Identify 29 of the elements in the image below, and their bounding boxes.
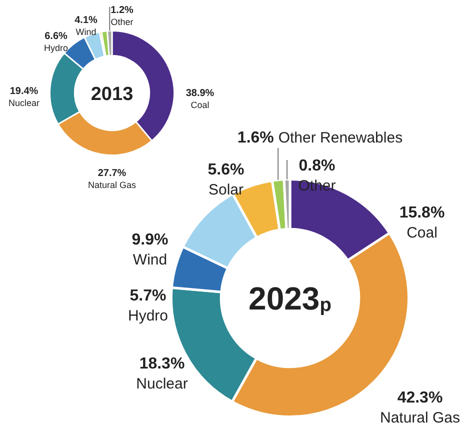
slice-label: Hydro — [44, 42, 68, 53]
data-label: 15.8% — [399, 204, 445, 222]
data-label: 0.8% — [298, 157, 336, 174]
slice-label: Other — [110, 16, 134, 27]
data-label: 1.6% — [237, 129, 274, 146]
data-label: 1.2% — [110, 4, 134, 16]
text: 2013 — [90, 84, 134, 105]
data-label: 5.6% — [208, 161, 244, 178]
text: 2023p — [248, 280, 332, 317]
slice-label: Hydro — [128, 307, 168, 324]
slice-label: Wind — [76, 26, 96, 37]
data-label: 9.9% — [132, 231, 168, 248]
slice-label: Solar — [208, 181, 244, 198]
slice-label: Other Renewables — [278, 130, 403, 147]
data-label: 42.3% — [397, 389, 443, 406]
data-label: 19.4% — [10, 86, 38, 97]
slice-label: Coal — [406, 224, 438, 242]
slice-label: Coal — [190, 100, 210, 110]
data-label: 4.1% — [74, 14, 98, 26]
data-label: 27.7% — [98, 168, 126, 179]
data-label: 6.6% — [44, 30, 68, 42]
data-label: 18.3% — [139, 355, 185, 372]
slice-label: Natural Gas — [380, 409, 460, 426]
slice-label: Nuclear — [136, 375, 188, 392]
data-label: 5.7% — [130, 287, 166, 304]
slice-label: Wind — [132, 251, 168, 268]
data-label: 38.9% — [186, 88, 214, 99]
slice-label: Nuclear — [8, 98, 40, 108]
slice-label: Natural Gas — [88, 180, 137, 190]
